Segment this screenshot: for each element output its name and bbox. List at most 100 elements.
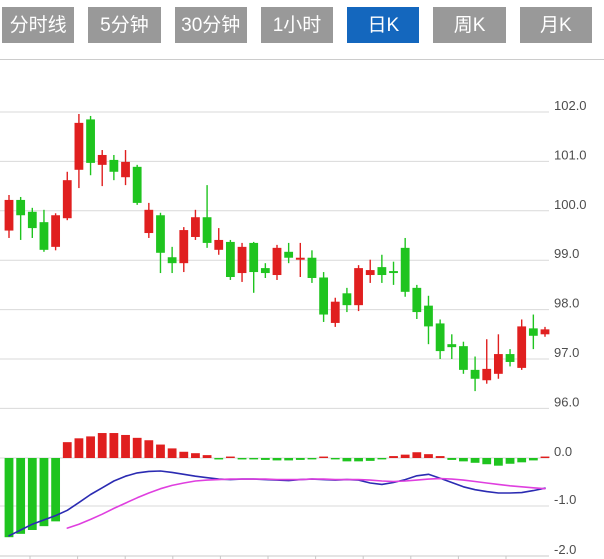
macd-bar [435, 456, 445, 458]
candle-body [202, 217, 212, 243]
candle-body [284, 251, 294, 258]
candle-body [435, 323, 445, 352]
macd-bar [27, 458, 37, 530]
candle-body [447, 344, 457, 348]
macd-bar [389, 456, 398, 458]
candle-body [167, 257, 177, 264]
macd-bar [16, 458, 26, 534]
macd-bar [342, 458, 352, 462]
candle-body [424, 305, 433, 327]
candle-body [109, 159, 119, 172]
candle-body [354, 268, 363, 306]
price-axis-label: 96.0 [554, 394, 579, 409]
macd-bar [319, 456, 329, 458]
candle-body [295, 257, 305, 260]
macd-bar [354, 458, 363, 462]
price-axis-label: 98.0 [554, 296, 579, 311]
macd-bar [62, 442, 72, 458]
price-axis-label: 97.0 [554, 345, 579, 360]
price-axis-label: 99.0 [554, 246, 579, 261]
macd-bar [97, 433, 107, 458]
tab-1hour[interactable]: 1小时 [260, 7, 334, 43]
macd-axis-label: 0.0 [554, 444, 572, 459]
tab-30min[interactable]: 30分钟 [174, 7, 247, 43]
tab-monthly-k[interactable]: 月K [519, 7, 592, 43]
candle-body [272, 247, 282, 276]
macd-bar [51, 458, 61, 522]
price-axis-label: 101.0 [554, 147, 587, 162]
macd-bar [132, 437, 142, 458]
candle-body [179, 230, 189, 264]
macd-bar [86, 436, 95, 458]
candle-body [191, 217, 200, 237]
candle-body [470, 369, 480, 379]
candle-body [528, 328, 538, 336]
candle-body [517, 326, 527, 368]
candle-body [307, 257, 317, 278]
macd-bar [179, 451, 189, 458]
tab-time-line[interactable]: 分时线 [2, 7, 75, 43]
macd-bar [447, 458, 457, 460]
dea-line [66, 477, 546, 529]
candle-body [249, 242, 259, 273]
macd-bar [424, 454, 433, 458]
macd-bar [260, 458, 270, 460]
candle-body [214, 239, 224, 250]
macd-bar [470, 458, 480, 463]
macd-bar [237, 458, 247, 460]
candle-body [121, 161, 130, 178]
candle-body [505, 354, 515, 362]
macd-axis-label: -2.0 [554, 542, 576, 557]
candle-body [144, 209, 154, 234]
tab-daily-k[interactable]: 日K [347, 7, 420, 43]
macd-bar [144, 440, 154, 458]
candle-body [132, 166, 142, 203]
macd-bar [377, 458, 387, 460]
tab-weekly-k[interactable]: 周K [433, 7, 506, 43]
tab-5min[interactable]: 5分钟 [88, 7, 161, 43]
period-tabbar: 分时线 5分钟 30分钟 1小时 日K 周K 月K [0, 0, 604, 60]
candle-body [27, 211, 37, 229]
macd-axis-label: -1.0 [554, 492, 576, 507]
price-axis-label: 100.0 [554, 197, 587, 212]
candle-body [330, 301, 340, 323]
macd-bar [482, 458, 492, 465]
macd-bar [505, 458, 515, 464]
macd-bar [517, 458, 527, 463]
macd-bar [167, 448, 177, 458]
macd-bar [493, 458, 503, 466]
candle-body [237, 246, 247, 274]
candle-body [4, 199, 14, 231]
macd-bar [284, 458, 294, 461]
candle-body [389, 271, 398, 274]
candle-body [97, 154, 107, 165]
candle-body [156, 215, 165, 253]
macd-bar [121, 434, 130, 458]
macd-bar [365, 458, 375, 461]
candle-body [74, 122, 84, 170]
candle-body [365, 270, 375, 276]
candle-body [412, 287, 422, 313]
candle-body [377, 267, 387, 276]
candle-body [400, 247, 410, 292]
candle-body [260, 268, 270, 274]
macd-bar [156, 444, 165, 458]
price-axis-label: 102.0 [554, 98, 587, 113]
macd-bar [225, 456, 235, 458]
macd-bar [295, 458, 305, 460]
macd-bar [400, 454, 410, 458]
candle-body [319, 277, 329, 315]
macd-bar [109, 433, 119, 458]
candle-body [62, 180, 72, 219]
candle-body [51, 215, 61, 247]
macd-bar [214, 458, 224, 460]
macd-bar [459, 458, 468, 462]
macd-bar [39, 458, 49, 527]
macd-bar [249, 458, 259, 460]
macd-bar [191, 453, 200, 458]
macd-bar [330, 458, 340, 460]
macd-bar [528, 458, 538, 461]
kline-chart[interactable]: 102.0 101.0 100.0 99.0 98.0 97.0 96.0 0.0 -1.0 -2… [0, 60, 604, 559]
macd-bar [202, 455, 212, 458]
